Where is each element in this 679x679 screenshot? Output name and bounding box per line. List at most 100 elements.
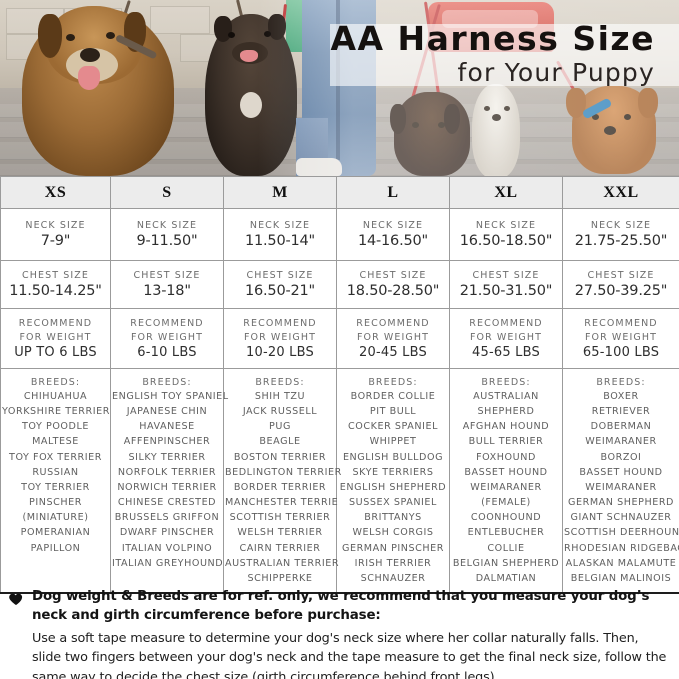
dog-eye	[438, 122, 445, 128]
breeds-cell-xl: BREEDS: Australian Shepherd Afghan Hound Bu…	[449, 368, 563, 595]
dog-nose	[492, 114, 501, 121]
chest-label: CHEST SIZE	[133, 270, 201, 281]
dog-eye	[412, 122, 419, 128]
neck-value: 9-11.50"	[136, 233, 198, 249]
table-row-recommended-weight: RECOMMEND FOR WEIGHT UP TO 6 LBS RECOMME…	[0, 308, 679, 369]
breeds-cell-xs: BREEDS: Chihuahua Yorkshire Terrier Toy Po…	[0, 368, 111, 595]
neck-cell-m: NECK SIZE 11.50-14"	[223, 208, 337, 261]
breeds-label: BREEDS:	[481, 377, 531, 388]
breed-item: Pug	[269, 421, 291, 433]
breed-item: Maltese	[32, 436, 79, 448]
chest-cell-xs: CHEST SIZE 11.50-14.25"	[0, 260, 111, 309]
breed-item: Welsh Terrier	[237, 527, 323, 539]
size-header-m: M	[223, 176, 337, 209]
breed-item: Brussels Griffon	[114, 512, 220, 524]
breed-item: Brittanys	[364, 512, 422, 524]
breed-item: Beagle	[259, 436, 301, 448]
breed-item: Italian Volpino	[121, 542, 213, 554]
neck-cell-xxl: NECK SIZE 21.75-25.50"	[562, 208, 679, 261]
breed-item: Shepherd	[477, 406, 535, 418]
breeds-label: BREEDS:	[30, 377, 81, 388]
size-header-s: S	[110, 176, 224, 209]
breed-item: Weimaraner	[470, 481, 542, 493]
breed-item: Welsh Corgis	[352, 527, 434, 539]
weight-label-line1: RECOMMEND	[243, 317, 317, 329]
breed-item: Papillon	[30, 542, 81, 554]
breed-item: Silky Terrier	[128, 451, 206, 463]
dog-eye	[66, 34, 75, 41]
neck-label: NECK SIZE	[249, 220, 311, 231]
weight-value: 20-45 LBS	[359, 345, 427, 361]
breed-item: Cairn Terrier	[239, 542, 321, 554]
breed-item: Jack Russell	[242, 406, 318, 418]
weight-label-line2: FOR WEIGHT	[469, 331, 543, 343]
person-shoe	[296, 158, 342, 176]
hero-photo	[0, 0, 679, 176]
weight-label-line2: FOR WEIGHT	[243, 331, 317, 343]
neck-label: NECK SIZE	[475, 220, 537, 231]
harness-size-table: XS S M L XL XXL NECK SIZE 7-9" NECK SIZE…	[0, 176, 679, 595]
breed-item: Irish Terrier	[354, 557, 432, 569]
breeds-label: BREEDS:	[368, 377, 418, 388]
footer-heading-text: Dog weight & Breeds are for ref. only, w…	[32, 589, 650, 623]
chest-label: CHEST SIZE	[246, 270, 314, 281]
neck-cell-s: NECK SIZE 9-11.50"	[110, 208, 224, 261]
breed-item: Scottish Deerhound	[564, 527, 679, 539]
weight-cell-xs: RECOMMEND FOR WEIGHT UP TO 6 LBS	[0, 308, 111, 369]
page-title: AA Harness Size	[330, 19, 655, 58]
weight-label-line1: RECOMMEND	[18, 317, 93, 329]
chest-cell-xl: CHEST SIZE 21.50-31.50"	[449, 260, 563, 309]
chest-cell-xxl: CHEST SIZE 27.50-39.25"	[562, 260, 679, 309]
breeds-list-s: English Toy Spaniel Japanese Chin Havanese…	[112, 389, 228, 571]
dog-ear	[38, 14, 62, 58]
page-subtitle: for Your Puppy	[457, 57, 655, 87]
weight-cell-l: RECOMMEND FOR WEIGHT 20-45 LBS	[336, 308, 450, 369]
breeds-cell-l: BREEDS: Border Collie Pit Bull Cocker Span…	[336, 368, 450, 595]
breed-item: Chinese Crested	[117, 497, 217, 509]
dog-chest-patch	[240, 92, 262, 118]
breed-item: Boxer	[603, 391, 639, 402]
dog-eye	[484, 106, 490, 111]
chest-cell-s: CHEST SIZE 13-18"	[110, 260, 224, 309]
breed-item: Collie	[487, 542, 525, 554]
table-row-breeds: BREEDS: Chihuahua Yorkshire Terrier Toy Po…	[0, 368, 679, 595]
table-row-neck-size: NECK SIZE 7-9" NECK SIZE 9-11.50" NECK S…	[0, 208, 679, 261]
breed-item: Shih Tzu	[254, 391, 306, 402]
breed-item: Basset Hound	[579, 466, 663, 478]
breed-item: Borzoi	[600, 451, 642, 463]
breeds-list-xs: Chihuahua Yorkshire Terrier Toy Poodle Malt…	[2, 389, 109, 556]
weight-label-line2: FOR WEIGHT	[356, 331, 430, 343]
size-header-xl: XL	[449, 176, 563, 209]
dog-tongue	[78, 66, 100, 90]
breed-item: Afghan Hound	[462, 421, 550, 433]
dog-ear	[638, 88, 658, 118]
breeds-list-m: Shih Tzu Jack Russell Pug Beagle Boston Terr…	[225, 389, 341, 586]
footer-note: Dog weight & Breeds are for ref. only, w…	[0, 588, 679, 679]
weight-cell-m: RECOMMEND FOR WEIGHT 10-20 LBS	[223, 308, 337, 369]
breed-item: Basset Hound	[464, 466, 548, 478]
breed-item: Pomeranian	[20, 527, 91, 539]
breed-item: (Miniature)	[22, 512, 89, 524]
weight-label-line2: FOR WEIGHT	[19, 331, 92, 343]
weight-cell-xxl: RECOMMEND FOR WEIGHT 65-100 LBS	[562, 308, 679, 369]
neck-cell-xl: NECK SIZE 16.50-18.50"	[449, 208, 563, 261]
breeds-list-xl: Australian Shepherd Afghan Hound Bull Terri…	[451, 389, 561, 586]
dog-eye	[592, 114, 599, 120]
chest-label: CHEST SIZE	[22, 270, 89, 281]
breed-item: German Pinscher	[342, 542, 444, 554]
breed-item: Toy Poodle	[22, 421, 89, 433]
footer-body-text: Use a soft tape measure to determine you…	[32, 631, 667, 679]
table-row-size: XS S M L XL XXL	[0, 176, 679, 209]
size-header-l: L	[336, 176, 450, 209]
table-row-chest-size: CHEST SIZE 11.50-14.25" CHEST SIZE 13-18…	[0, 260, 679, 309]
breeds-cell-s: BREEDS: English Toy Spaniel Japanese Chin…	[110, 368, 228, 595]
dog-ear	[390, 104, 406, 134]
breed-item: Foxhound	[476, 451, 536, 463]
breed-item: Sussex Spaniel	[349, 497, 437, 509]
dog-eye	[624, 114, 631, 120]
breed-item: Affenpinscher	[123, 436, 211, 448]
size-header-xs: XS	[0, 176, 111, 209]
breeds-label: BREEDS:	[142, 377, 192, 388]
chest-cell-l: CHEST SIZE 18.50-28.50"	[336, 260, 450, 309]
